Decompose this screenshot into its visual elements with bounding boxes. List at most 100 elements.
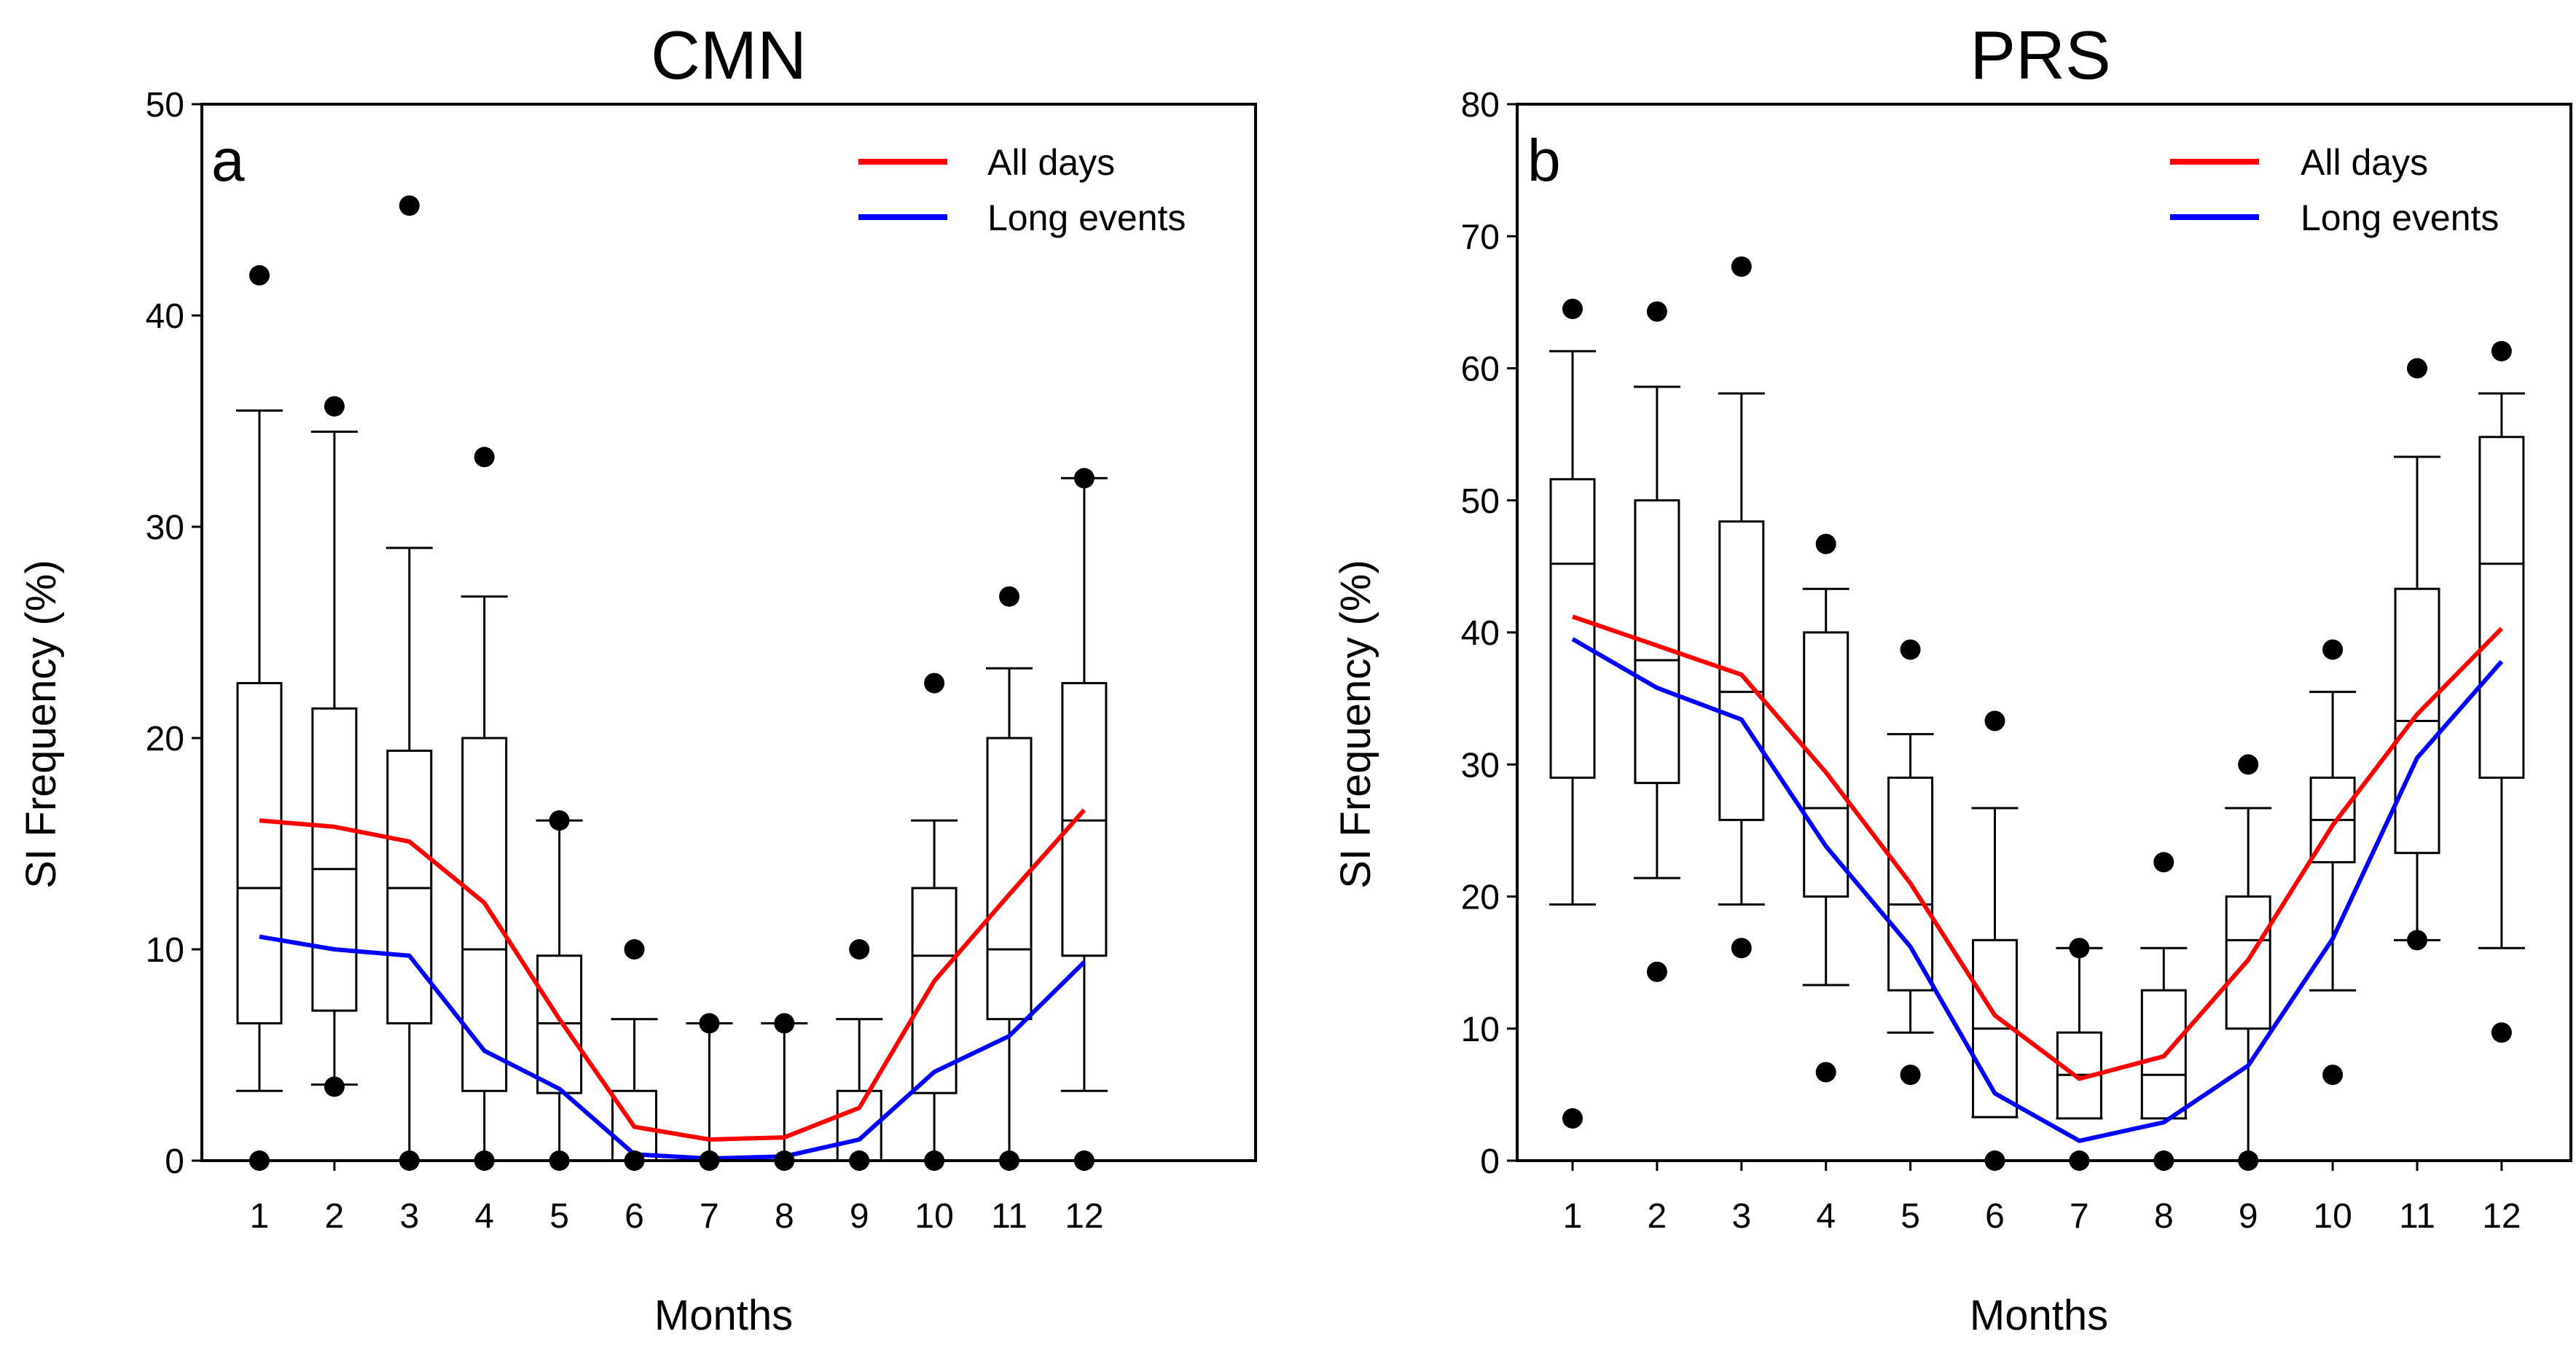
outlier-point <box>1900 639 1921 660</box>
box-iqr <box>311 707 358 1012</box>
box-iqr <box>911 887 958 1094</box>
y-tick-label: 40 <box>1461 614 1500 653</box>
outlier-point <box>849 939 870 960</box>
x-tick-label: 1 <box>250 1197 270 1236</box>
y-tick-label: 20 <box>1461 879 1500 917</box>
chart-title: PRS <box>1970 17 2110 93</box>
box-plot-month-12 <box>1060 477 1108 1092</box>
y-tick-label: 50 <box>1461 482 1500 521</box>
outlier-point <box>399 195 420 216</box>
box-plot-month-10 <box>911 819 958 1162</box>
outlier-point <box>2069 938 2090 959</box>
box-iqr <box>2478 436 2525 779</box>
outlier-point <box>1815 533 1836 554</box>
outlier-point <box>2491 1022 2512 1043</box>
panel-cmn: CMN Months SI Frequency (%) a 0 10 20 30 40 5… <box>17 17 1257 1339</box>
outlier-point <box>1731 256 1752 277</box>
outlier-point <box>624 939 645 960</box>
panel-prs: PRS Months SI Frequency (%) b 0 10 20 30 40 5… <box>1332 17 2572 1339</box>
box-iqr <box>1549 478 1596 779</box>
outlier-point <box>549 810 570 831</box>
x-tick-label: 7 <box>2070 1197 2089 1236</box>
outlier-point <box>1900 1064 1921 1086</box>
box-plot-month-12 <box>2478 392 2525 949</box>
legend-label-all-days: All days <box>987 142 1115 183</box>
y-tick-label: 20 <box>146 720 184 758</box>
x-tick-label: 6 <box>625 1197 644 1236</box>
box-plot-month-2 <box>1633 385 1680 879</box>
outlier-point <box>1562 298 1583 319</box>
x-tick-label: 2 <box>1648 1197 1667 1236</box>
x-tick-label: 9 <box>2239 1197 2258 1236</box>
panel-label: a <box>211 128 245 194</box>
outlier-point <box>1731 938 1752 959</box>
x-tick-label: 12 <box>2482 1197 2521 1236</box>
box-plot-month-4 <box>1802 587 1849 987</box>
box-plot-month-2 <box>310 431 358 1086</box>
outlier-point <box>2322 1064 2344 1086</box>
chart-title: CMN <box>651 17 807 93</box>
outlier-point <box>1815 1062 1836 1083</box>
x-tick-label: 5 <box>549 1197 569 1236</box>
x-tick-label: 6 <box>1985 1197 2005 1236</box>
y-tick-label: 40 <box>146 297 184 336</box>
series-line-long-events <box>1571 637 2504 1143</box>
x-tick-label: 11 <box>2399 1197 2435 1236</box>
x-tick-label: 10 <box>915 1197 953 1236</box>
box-iqr <box>461 737 508 1092</box>
y-axis-label: SI Frequency (%) <box>1332 560 1379 888</box>
y-tick-label: 0 <box>165 1142 184 1181</box>
outlier-point <box>474 447 495 468</box>
legend: All days Long events <box>858 142 1186 238</box>
panel-label: b <box>1527 128 1561 194</box>
outlier-point <box>2407 930 2427 951</box>
y-axis-label: SI Frequency (%) <box>17 560 65 888</box>
outlier-point <box>1984 710 2005 732</box>
outlier-point <box>2153 852 2174 873</box>
box-iqr <box>1803 631 1849 898</box>
y-tick-label: 0 <box>1480 1142 1500 1181</box>
x-axis-label: Months <box>654 1292 793 1339</box>
x-tick-label: 7 <box>700 1197 719 1236</box>
outlier-point <box>1646 961 1667 982</box>
box-iqr <box>236 682 283 1024</box>
outlier-point <box>249 264 270 286</box>
box-plot-month-1 <box>236 409 283 1092</box>
box-plot-month-3 <box>385 546 433 1162</box>
box-plot-month-1 <box>1549 350 1596 906</box>
series-line-layer <box>1571 614 2504 1143</box>
x-tick-label: 11 <box>991 1197 1027 1236</box>
outlier-point <box>1073 468 1095 489</box>
outlier-point <box>1562 1108 1583 1129</box>
series-line-layer <box>259 808 1087 1161</box>
plot-frame <box>200 103 1257 1162</box>
x-tick-label: 12 <box>1065 1197 1103 1236</box>
outlier-point <box>774 1013 795 1034</box>
x-tick-label: 3 <box>399 1197 419 1236</box>
outlier-point <box>2322 639 2344 660</box>
x-tick-label: 4 <box>1816 1197 1836 1236</box>
series-line-long-events <box>259 934 1087 1161</box>
outlier-point <box>324 396 345 417</box>
y-tick-label: 70 <box>1461 218 1500 256</box>
y-tick-label: 30 <box>1461 746 1500 785</box>
outlier-point <box>924 672 945 694</box>
x-tick-label: 2 <box>325 1197 345 1236</box>
series-line-all-days <box>1572 614 2504 1081</box>
x-tick-label: 1 <box>1563 1197 1583 1236</box>
box-plot-month-11 <box>2394 455 2440 941</box>
series-line-all-days <box>259 808 1087 1142</box>
y-tick-label: 30 <box>146 509 184 547</box>
x-tick-label: 4 <box>474 1197 494 1236</box>
x-tick-label: 10 <box>2313 1197 2352 1236</box>
outlier-point <box>699 1013 720 1034</box>
outlier-point <box>2407 358 2427 379</box>
legend: All days Long events <box>2170 142 2499 238</box>
legend-label-long-events: Long events <box>2301 197 2499 238</box>
outlier-point <box>999 586 1019 607</box>
x-tick-label: 3 <box>1731 1197 1751 1236</box>
